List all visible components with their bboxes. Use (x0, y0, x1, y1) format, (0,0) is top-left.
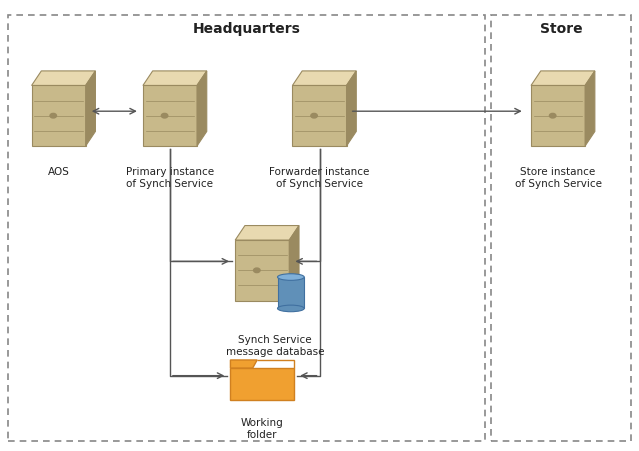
Text: Headquarters: Headquarters (192, 22, 300, 36)
Polygon shape (531, 71, 595, 85)
Circle shape (254, 268, 260, 272)
Ellipse shape (277, 305, 304, 312)
Text: AOS: AOS (48, 167, 70, 177)
Polygon shape (289, 226, 299, 300)
Polygon shape (293, 71, 357, 85)
Text: Forwarder instance
of Synch Service: Forwarder instance of Synch Service (269, 167, 370, 189)
FancyBboxPatch shape (31, 85, 86, 146)
Polygon shape (235, 226, 299, 240)
Polygon shape (86, 71, 95, 146)
Circle shape (50, 113, 56, 118)
Polygon shape (585, 71, 595, 146)
Polygon shape (231, 360, 257, 368)
Text: Synch Service
message database: Synch Service message database (226, 335, 324, 357)
Polygon shape (197, 71, 207, 146)
Polygon shape (31, 71, 95, 85)
FancyBboxPatch shape (143, 85, 197, 146)
Text: Working
folder: Working folder (241, 418, 284, 440)
FancyBboxPatch shape (293, 85, 346, 146)
FancyBboxPatch shape (531, 85, 585, 146)
FancyBboxPatch shape (277, 277, 304, 308)
Text: Primary instance
of Synch Service: Primary instance of Synch Service (126, 167, 214, 189)
Text: Store instance
of Synch Service: Store instance of Synch Service (514, 167, 601, 189)
Ellipse shape (277, 274, 304, 281)
Circle shape (161, 113, 168, 118)
Polygon shape (346, 71, 357, 146)
Text: Store: Store (540, 22, 583, 36)
Circle shape (550, 113, 556, 118)
Circle shape (311, 113, 318, 118)
FancyBboxPatch shape (231, 368, 294, 400)
Polygon shape (143, 71, 207, 85)
FancyBboxPatch shape (235, 240, 289, 300)
